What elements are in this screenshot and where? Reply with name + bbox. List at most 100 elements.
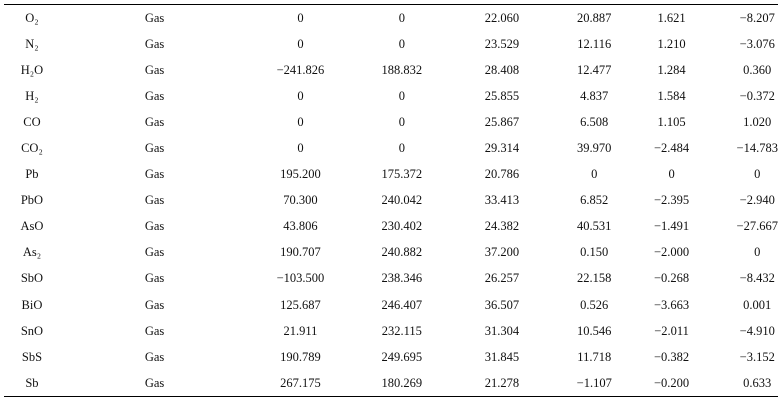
value-cell: 195.200 [280,167,321,182]
value-cell: −27.667 [736,219,778,234]
value-cell: 0 [398,141,405,156]
value-cell: 240.042 [381,193,423,208]
state-cell: Gas [144,167,165,182]
species-cell: Pb [25,167,39,182]
value-cell: −3.663 [653,297,690,312]
state-cell: Gas [144,10,165,25]
table-body: O₂ Gas 0 0 22.060 20.887 1.621 −8.207 N₂ Gas 0 0 23.… [4,5,778,397]
value-cell: 21.911 [283,323,318,338]
value-cell: −2.011 [654,323,689,338]
value-cell: 20.786 [484,167,520,182]
state-cell: Gas [144,62,165,77]
table-row: SbS Gas 190.789 249.695 31.845 11.718 −0.382 −3… [4,344,778,370]
table-row: As₂ Gas 190.707 240.882 37.200 0.150 −2.000 0 [4,240,778,266]
value-cell: 0 [668,167,675,182]
value-cell: 70.300 [283,193,318,208]
value-cell: 0 [297,36,304,51]
value-cell: 1.621 [657,10,686,25]
value-cell: 240.882 [381,245,423,260]
value-cell: 188.832 [381,62,423,77]
value-cell: −103.500 [276,271,325,286]
value-cell: 6.508 [580,114,609,129]
value-cell: 180.269 [381,375,423,390]
species-cell: CO₂ [21,141,43,156]
value-cell: −2.395 [653,193,690,208]
state-cell: Gas [144,36,165,51]
value-cell: 0 [398,36,405,51]
table-row: PbO Gas 70.300 240.042 33.413 6.852 −2.395 −2.9… [4,188,778,214]
value-cell: 246.407 [381,297,423,312]
value-cell: 40.531 [577,219,612,234]
value-cell: 39.970 [577,141,612,156]
value-cell: 22.060 [484,10,520,25]
value-cell: −0.200 [653,375,690,390]
value-cell: −1.491 [653,219,690,234]
value-cell: 0.001 [743,297,772,312]
table-row: H₂ Gas 0 0 25.855 4.837 1.584 −0.372 [4,83,778,109]
value-cell: 24.382 [484,219,520,234]
value-cell: −8.207 [739,10,775,25]
value-cell: −241.826 [276,62,325,77]
species-cell: SnO [20,323,44,338]
value-cell: 190.707 [280,245,321,260]
value-cell: 0.360 [743,62,772,77]
state-cell: Gas [144,271,165,286]
value-cell: −0.372 [739,88,775,103]
value-cell: −2.000 [653,245,690,260]
value-cell: 31.304 [484,323,520,338]
table-row: N₂ Gas 0 0 23.529 12.116 1.210 −3.076 [4,31,778,57]
value-cell: 0 [398,10,405,25]
value-cell: 0 [398,114,405,129]
table-row: SnO Gas 21.911 232.115 31.304 10.546 −2.011 −4.… [4,318,778,344]
value-cell: 28.408 [484,62,520,77]
species-cell: H₂ [25,88,39,103]
state-cell: Gas [144,245,165,260]
value-cell: 26.257 [484,271,520,286]
table-row: AsO Gas 43.806 230.402 24.382 40.531 −1.491 −27… [4,214,778,240]
value-cell: 12.116 [577,36,612,51]
state-cell: Gas [144,375,165,390]
table-row: O₂ Gas 0 0 22.060 20.887 1.621 −8.207 [4,5,778,32]
value-cell: 267.175 [280,375,321,390]
value-cell: 1.210 [657,36,686,51]
table-row: CO₂ Gas 0 0 29.314 39.970 −2.484 −14.783 [4,135,778,161]
value-cell: 12.477 [577,62,612,77]
value-cell: 6.852 [580,193,609,208]
state-cell: Gas [144,141,165,156]
state-cell: Gas [144,193,165,208]
table-row: Sb Gas 267.175 180.269 21.278 −1.107 −0.200 0.6… [4,370,778,397]
value-cell: 190.789 [280,349,321,364]
table-row: Pb Gas 195.200 175.372 20.786 0 0 0 [4,162,778,188]
value-cell: 232.115 [381,323,422,338]
state-cell: Gas [144,219,165,234]
value-cell: −0.382 [653,349,690,364]
value-cell: 0 [591,167,598,182]
species-cell: SbO [20,271,44,286]
value-cell: −2.940 [739,193,775,208]
value-cell: 175.372 [381,167,423,182]
value-cell: 1.584 [657,88,686,103]
value-cell: −3.076 [739,36,775,51]
state-cell: Gas [144,88,165,103]
value-cell: 25.867 [484,114,520,129]
state-cell: Gas [144,297,165,312]
table-container: O₂ Gas 0 0 22.060 20.887 1.621 −8.207 N₂ Gas 0 0 23.… [4,4,778,398]
value-cell: 0.526 [580,297,609,312]
value-cell: 25.855 [484,88,520,103]
value-cell: 0 [297,10,304,25]
value-cell: 11.718 [577,349,612,364]
data-table: O₂ Gas 0 0 22.060 20.887 1.621 −8.207 N₂ Gas 0 0 23.… [4,4,778,398]
table-row: BiO Gas 125.687 246.407 36.507 0.526 −3.663 0.0… [4,292,778,318]
value-cell: 22.158 [577,271,612,286]
value-cell: 0.150 [580,245,609,260]
state-cell: Gas [144,323,165,338]
state-cell: Gas [144,114,165,129]
value-cell: 31.845 [484,349,520,364]
value-cell: −0.268 [653,271,690,286]
value-cell: 0 [297,114,304,129]
state-cell: Gas [144,349,165,364]
species-cell: CO [23,114,41,129]
value-cell: 238.346 [381,271,423,286]
species-cell: As₂ [22,245,42,260]
species-cell: Sb [25,375,39,390]
